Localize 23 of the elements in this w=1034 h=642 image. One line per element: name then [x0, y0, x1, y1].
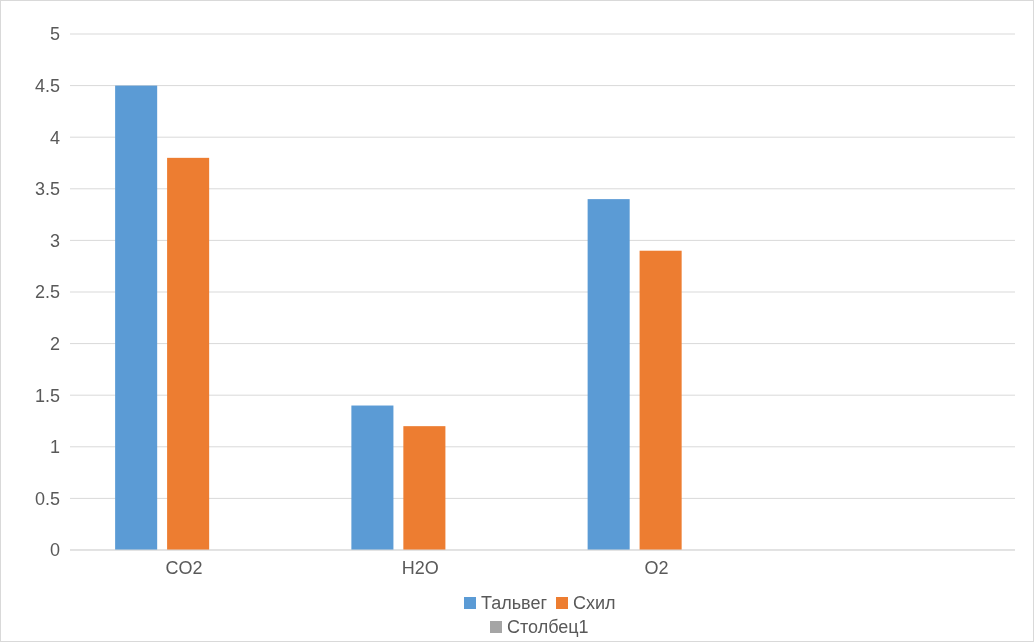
y-tick-label: 4 [49, 127, 60, 148]
y-tick-label: 3 [49, 230, 60, 251]
y-tick-label: 3.5 [34, 179, 60, 200]
y-tick-label: 0 [49, 540, 60, 561]
bar [351, 405, 394, 550]
legend-label: Схил [573, 593, 616, 614]
x-tick-label: O2 [644, 558, 669, 578]
y-tick-label: 4.5 [34, 75, 60, 96]
legend-label: Тальвег [481, 593, 548, 614]
y-tick-label: 2.5 [34, 282, 60, 303]
bar [587, 199, 630, 550]
bar [115, 85, 158, 550]
bar [403, 426, 446, 550]
bar [167, 157, 210, 550]
x-tick-label: CO2 [165, 558, 203, 578]
y-tick-label: 1 [49, 437, 60, 458]
y-tick-label: 1.5 [34, 385, 60, 406]
y-tick-label: 5 [49, 24, 60, 45]
x-tick-label: H2O [401, 558, 439, 578]
legend-label: Столбец1 [507, 617, 589, 638]
bar [639, 250, 682, 550]
y-tick-label: 2 [49, 333, 60, 354]
y-tick-label: 0.5 [34, 488, 60, 509]
